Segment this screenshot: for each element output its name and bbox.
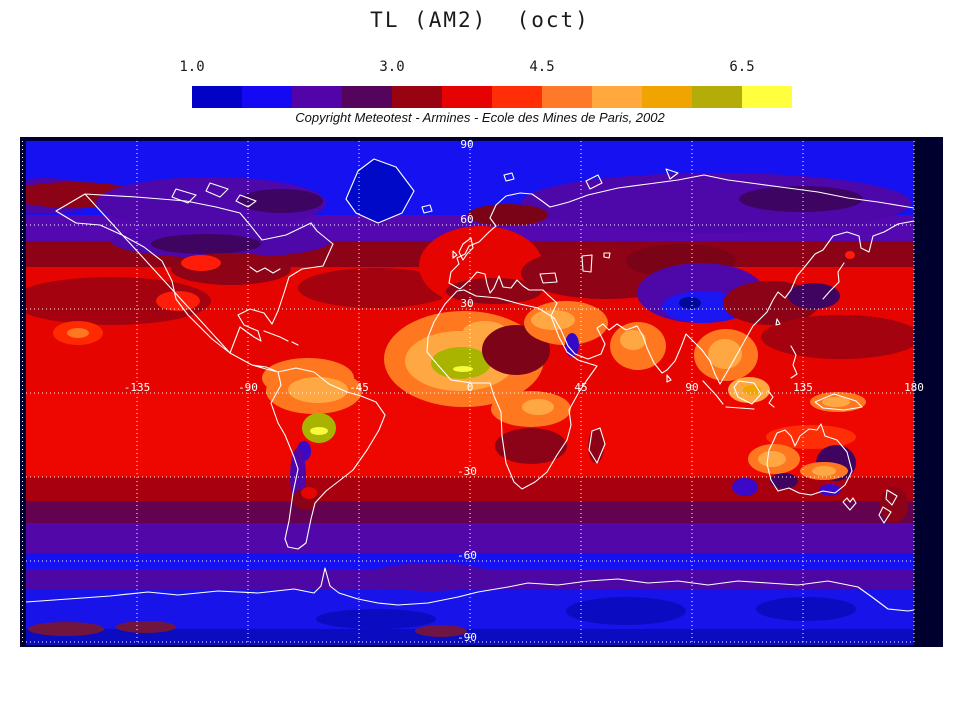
- grid-label: 45: [574, 381, 587, 394]
- grid-label: 60: [460, 213, 473, 226]
- colorbar-segment: [342, 86, 392, 108]
- colorbar-segment: [542, 86, 592, 108]
- page-title: TL (AM2) (oct): [370, 8, 590, 32]
- colorbar-segment: [592, 86, 642, 108]
- grid-label: 90: [685, 381, 698, 394]
- colorbar-segment: [392, 86, 442, 108]
- colorbar-segment: [442, 86, 492, 108]
- colorbar-segment: [492, 86, 542, 108]
- grid-label: 0: [467, 381, 474, 394]
- grid-label: -90: [238, 381, 258, 394]
- colorbar-tick-label: 6.5: [729, 59, 755, 75]
- colorbar: [192, 86, 792, 108]
- copyright-text: Copyright Meteotest - Armines - Ecole de…: [295, 110, 665, 125]
- coastlines: [26, 158, 914, 612]
- graticule-labels: -135 -90 -45 0 45 90 135 180 90 60 30 -30 -60 -90: [124, 138, 924, 644]
- map-frame: -135 -90 -45 0 45 90 135 180 90 60 30 -30 -60 -90: [20, 137, 943, 647]
- grid-label: -30: [457, 465, 477, 478]
- colorbar-tick-labels: 1.0 3.0 4.5 6.5: [179, 59, 792, 77]
- grid-label: -90: [457, 631, 477, 644]
- colorbar-tick-label: 1.0: [179, 59, 205, 75]
- colorbar-tick-label: 3.0: [379, 59, 405, 75]
- colorbar-segment: [742, 86, 792, 108]
- colorbar-segment: [692, 86, 742, 108]
- colorbar-segment: [192, 86, 242, 108]
- world-map: -135 -90 -45 0 45 90 135 180 90 60 30 -30 -60 -90: [22, 138, 924, 645]
- colorbar-segment: [642, 86, 692, 108]
- grid-label: 90: [460, 138, 473, 151]
- grid-label: -45: [349, 381, 369, 394]
- grid-label: 135: [793, 381, 813, 394]
- grid-label: 30: [460, 297, 473, 310]
- colorbar-tick-label: 4.5: [529, 59, 555, 75]
- graticule: [22, 141, 915, 644]
- colorbar-segment: [242, 86, 292, 108]
- grid-label: 180: [904, 381, 924, 394]
- colorbar-segment: [292, 86, 342, 108]
- grid-label: -60: [457, 549, 477, 562]
- grid-label: -135: [124, 381, 151, 394]
